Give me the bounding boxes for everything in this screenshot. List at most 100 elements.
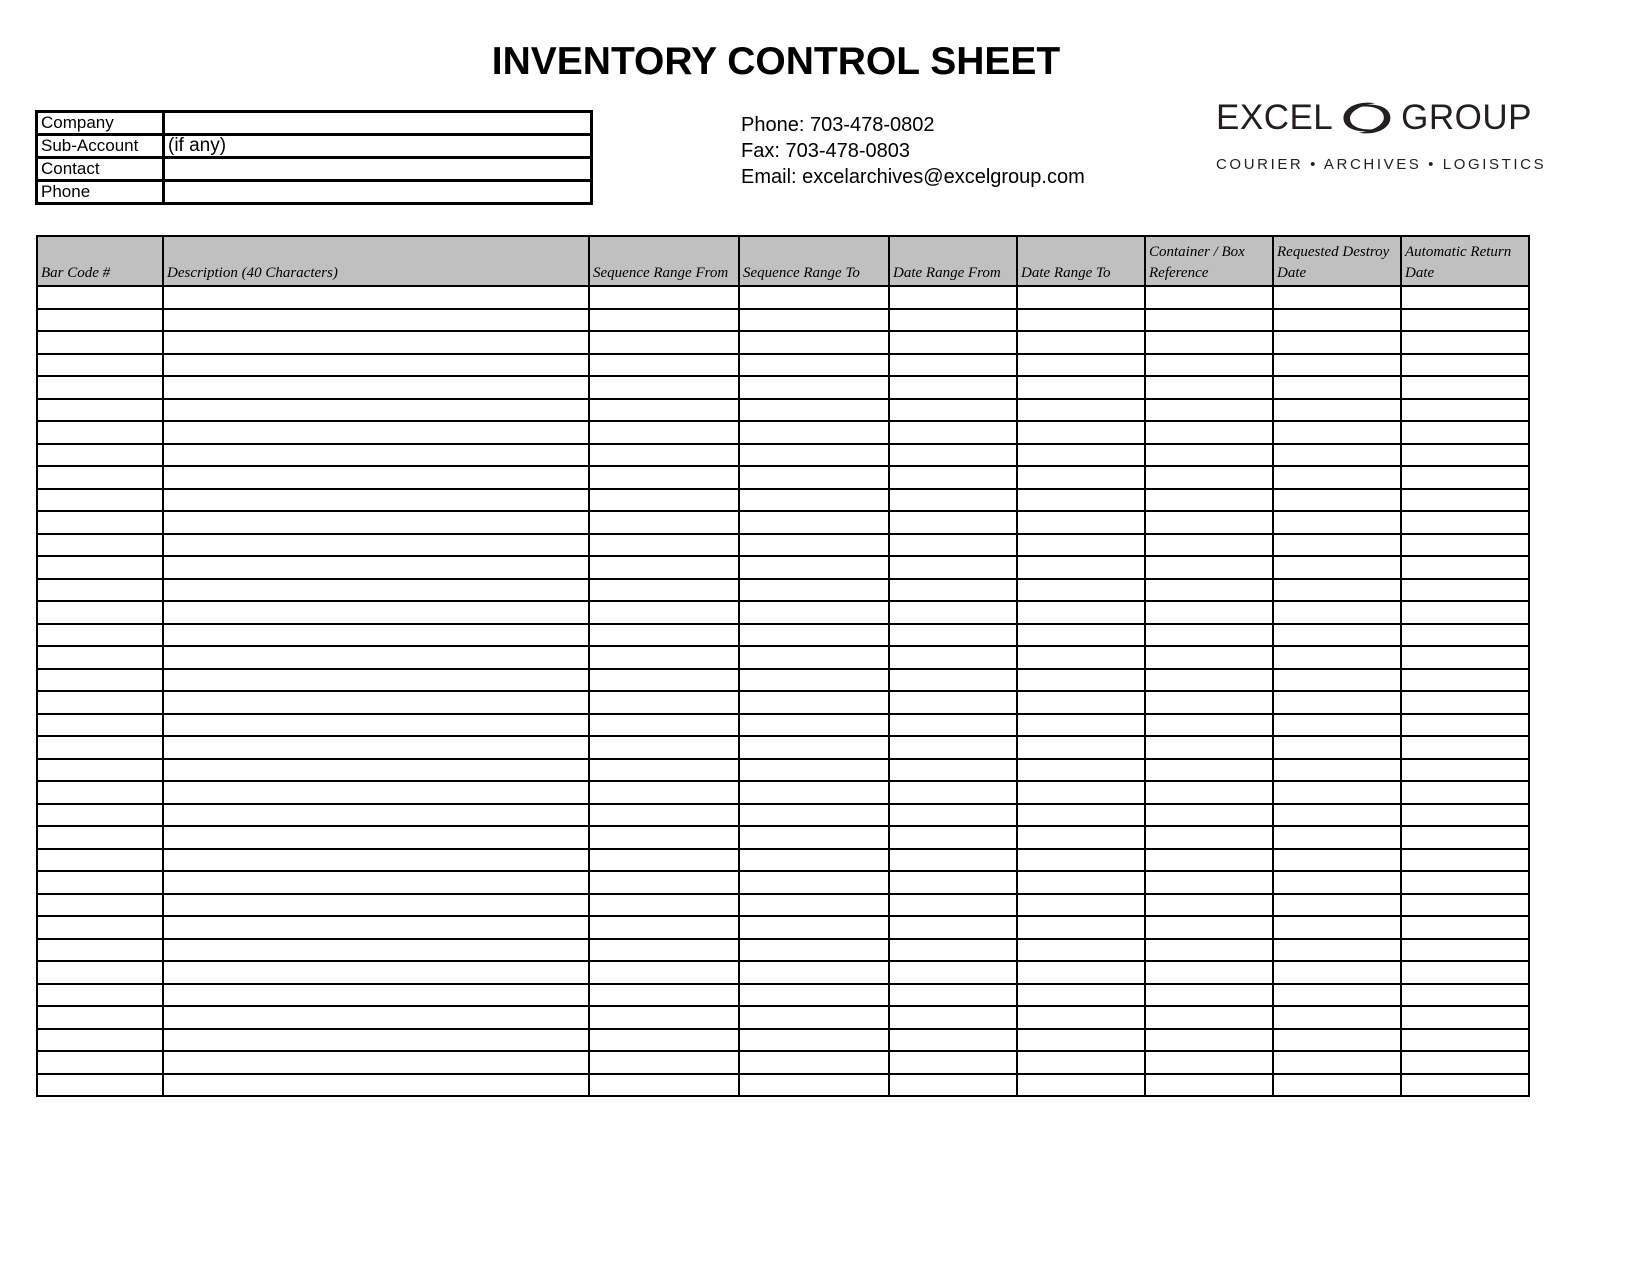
table-cell[interactable] (1400, 802, 1530, 827)
table-cell[interactable] (1144, 982, 1274, 1007)
table-cell[interactable] (588, 465, 740, 490)
table-cell[interactable] (1400, 352, 1530, 377)
table-cell[interactable] (588, 397, 740, 422)
table-cell[interactable] (738, 330, 890, 355)
table-cell[interactable] (738, 420, 890, 445)
table-cell[interactable] (1144, 622, 1274, 647)
table-cell[interactable] (1016, 937, 1146, 962)
table-cell[interactable] (162, 622, 590, 647)
table-cell[interactable] (1272, 510, 1402, 535)
table-cell[interactable] (1400, 1050, 1530, 1075)
table-cell[interactable] (36, 465, 164, 490)
table-cell[interactable] (1016, 825, 1146, 850)
table-cell[interactable] (888, 735, 1018, 760)
table-cell[interactable] (1016, 757, 1146, 782)
table-cell[interactable] (36, 555, 164, 580)
table-cell[interactable] (1272, 735, 1402, 760)
table-cell[interactable] (36, 757, 164, 782)
table-cell[interactable] (738, 982, 890, 1007)
phone-field[interactable] (162, 179, 593, 205)
table-cell[interactable] (1272, 825, 1402, 850)
table-cell[interactable] (36, 982, 164, 1007)
table-cell[interactable] (738, 1027, 890, 1052)
table-cell[interactable] (1272, 397, 1402, 422)
table-cell[interactable] (738, 465, 890, 490)
table-cell[interactable] (1016, 915, 1146, 940)
table-cell[interactable] (162, 780, 590, 805)
table-cell[interactable] (738, 892, 890, 917)
table-cell[interactable] (1144, 780, 1274, 805)
table-cell[interactable] (36, 375, 164, 400)
table-cell[interactable] (36, 1005, 164, 1030)
table-cell[interactable] (1144, 1072, 1274, 1097)
table-cell[interactable] (1144, 285, 1274, 310)
table-cell[interactable] (738, 1072, 890, 1097)
table-cell[interactable] (1272, 937, 1402, 962)
table-cell[interactable] (1272, 712, 1402, 737)
table-cell[interactable] (588, 555, 740, 580)
table-cell[interactable] (1016, 532, 1146, 557)
table-cell[interactable] (588, 802, 740, 827)
table-cell[interactable] (1144, 645, 1274, 670)
table-cell[interactable] (738, 802, 890, 827)
table-cell[interactable] (1272, 577, 1402, 602)
table-cell[interactable] (1400, 622, 1530, 647)
table-cell[interactable] (36, 712, 164, 737)
table-cell[interactable] (162, 1027, 590, 1052)
table-cell[interactable] (162, 757, 590, 782)
table-cell[interactable] (36, 870, 164, 895)
table-cell[interactable] (1400, 735, 1530, 760)
table-cell[interactable] (1272, 420, 1402, 445)
table-cell[interactable] (1016, 735, 1146, 760)
table-cell[interactable] (162, 487, 590, 512)
table-cell[interactable] (1144, 825, 1274, 850)
table-cell[interactable] (888, 442, 1018, 467)
table-cell[interactable] (1400, 1005, 1530, 1030)
table-cell[interactable] (888, 510, 1018, 535)
table-cell[interactable] (1016, 690, 1146, 715)
table-cell[interactable] (588, 825, 740, 850)
table-cell[interactable] (1272, 870, 1402, 895)
table-cell[interactable] (888, 937, 1018, 962)
table-cell[interactable] (588, 1050, 740, 1075)
table-cell[interactable] (588, 1027, 740, 1052)
table-cell[interactable] (1016, 1005, 1146, 1030)
table-cell[interactable] (1400, 330, 1530, 355)
table-cell[interactable] (738, 847, 890, 872)
table-cell[interactable] (888, 982, 1018, 1007)
table-cell[interactable] (1272, 465, 1402, 490)
contact-field[interactable] (162, 156, 593, 182)
table-cell[interactable] (1144, 892, 1274, 917)
table-cell[interactable] (162, 690, 590, 715)
table-cell[interactable] (162, 825, 590, 850)
table-cell[interactable] (162, 442, 590, 467)
table-cell[interactable] (1016, 712, 1146, 737)
table-cell[interactable] (888, 420, 1018, 445)
table-cell[interactable] (36, 690, 164, 715)
table-cell[interactable] (1016, 600, 1146, 625)
table-cell[interactable] (1144, 960, 1274, 985)
table-cell[interactable] (1272, 1072, 1402, 1097)
table-cell[interactable] (36, 892, 164, 917)
table-cell[interactable] (1400, 645, 1530, 670)
table-cell[interactable] (36, 780, 164, 805)
table-cell[interactable] (36, 285, 164, 310)
table-cell[interactable] (1016, 645, 1146, 670)
table-cell[interactable] (738, 510, 890, 535)
table-cell[interactable] (588, 915, 740, 940)
table-cell[interactable] (1144, 1005, 1274, 1030)
table-cell[interactable] (738, 915, 890, 940)
table-cell[interactable] (1144, 465, 1274, 490)
table-cell[interactable] (36, 915, 164, 940)
table-cell[interactable] (738, 667, 890, 692)
table-cell[interactable] (888, 555, 1018, 580)
table-cell[interactable] (738, 397, 890, 422)
table-cell[interactable] (588, 847, 740, 872)
table-cell[interactable] (1144, 352, 1274, 377)
table-cell[interactable] (738, 442, 890, 467)
table-cell[interactable] (1272, 1050, 1402, 1075)
table-cell[interactable] (588, 600, 740, 625)
table-cell[interactable] (1400, 487, 1530, 512)
table-cell[interactable] (36, 577, 164, 602)
table-cell[interactable] (1016, 622, 1146, 647)
